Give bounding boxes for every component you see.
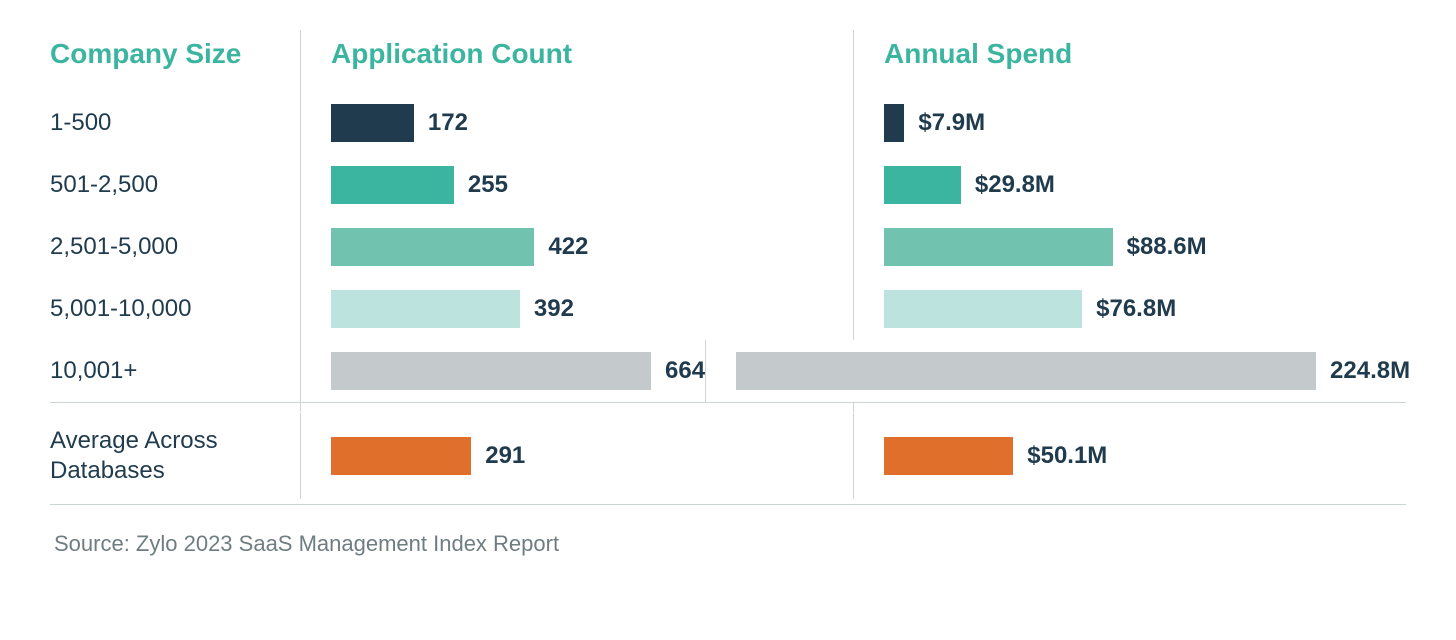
app-count-cell: 664: [300, 340, 705, 402]
saas-index-chart: Company Size Application Count Annual Sp…: [50, 30, 1406, 505]
average-spend-value: $50.1M: [1027, 442, 1107, 470]
data-row: 2,501-5,000 422 $88.6M: [50, 216, 1406, 278]
spend-value: $29.8M: [975, 171, 1055, 199]
average-spend-bar: [884, 437, 1013, 475]
spend-bar: [884, 290, 1082, 328]
header-row: Company Size Application Count Annual Sp…: [50, 30, 1406, 92]
app-count-value: 392: [534, 295, 574, 323]
spend-cell: $7.9M: [853, 92, 1406, 154]
app-count-bar: [331, 166, 454, 204]
average-label: Average Across Databases: [50, 412, 300, 500]
spend-cell: $76.8M: [853, 278, 1406, 340]
header-application-count: Application Count: [300, 30, 853, 92]
bottom-divider: [50, 504, 1406, 505]
row-label: 5,001-10,000: [50, 285, 300, 333]
app-count-cell: 255: [300, 154, 853, 216]
header-company-size: Company Size: [50, 30, 300, 92]
app-count-value: 255: [468, 171, 508, 199]
app-count-cell: 392: [300, 278, 853, 340]
spend-bar: [884, 166, 961, 204]
spend-value: 224.8M: [1330, 357, 1410, 385]
spend-value: $7.9M: [918, 109, 985, 137]
app-count-value: 664: [665, 357, 705, 385]
app-count-cell: 422: [300, 216, 853, 278]
data-row: 501-2,500 255 $29.8M: [50, 154, 1406, 216]
spend-cell: 224.8M: [705, 340, 1410, 402]
spend-cell: $88.6M: [853, 216, 1406, 278]
average-spend-cell: $50.1M: [853, 413, 1406, 499]
row-label: 10,001+: [50, 347, 300, 395]
spend-value: $76.8M: [1096, 295, 1176, 323]
data-row: 5,001-10,000 392 $76.8M: [50, 278, 1406, 340]
spend-value: $88.6M: [1127, 233, 1207, 261]
spend-bar: [884, 104, 904, 142]
app-count-bar: [331, 352, 651, 390]
row-label: 2,501-5,000: [50, 223, 300, 271]
average-app-count-value: 291: [485, 442, 525, 470]
section-divider: [50, 402, 1406, 412]
average-app-count-bar: [331, 437, 471, 475]
data-row: 1-500 172 $7.9M: [50, 92, 1406, 154]
app-count-bar: [331, 104, 414, 142]
app-count-bar: [331, 290, 520, 328]
app-count-bar: [331, 228, 534, 266]
average-app-count-cell: 291: [300, 413, 853, 499]
header-annual-spend: Annual Spend: [853, 30, 1406, 92]
row-label: 501-2,500: [50, 161, 300, 209]
spend-bar: [884, 228, 1113, 266]
app-count-value: 172: [428, 109, 468, 137]
average-row: Average Across Databases 291 $50.1M: [50, 412, 1406, 500]
app-count-cell: 172: [300, 92, 853, 154]
spend-cell: $29.8M: [853, 154, 1406, 216]
app-count-value: 422: [548, 233, 588, 261]
source-citation: Source: Zylo 2023 SaaS Management Index …: [50, 531, 1406, 557]
data-row: 10,001+664224.8M: [50, 340, 1406, 402]
spend-bar: [736, 352, 1316, 390]
row-label: 1-500: [50, 99, 300, 147]
